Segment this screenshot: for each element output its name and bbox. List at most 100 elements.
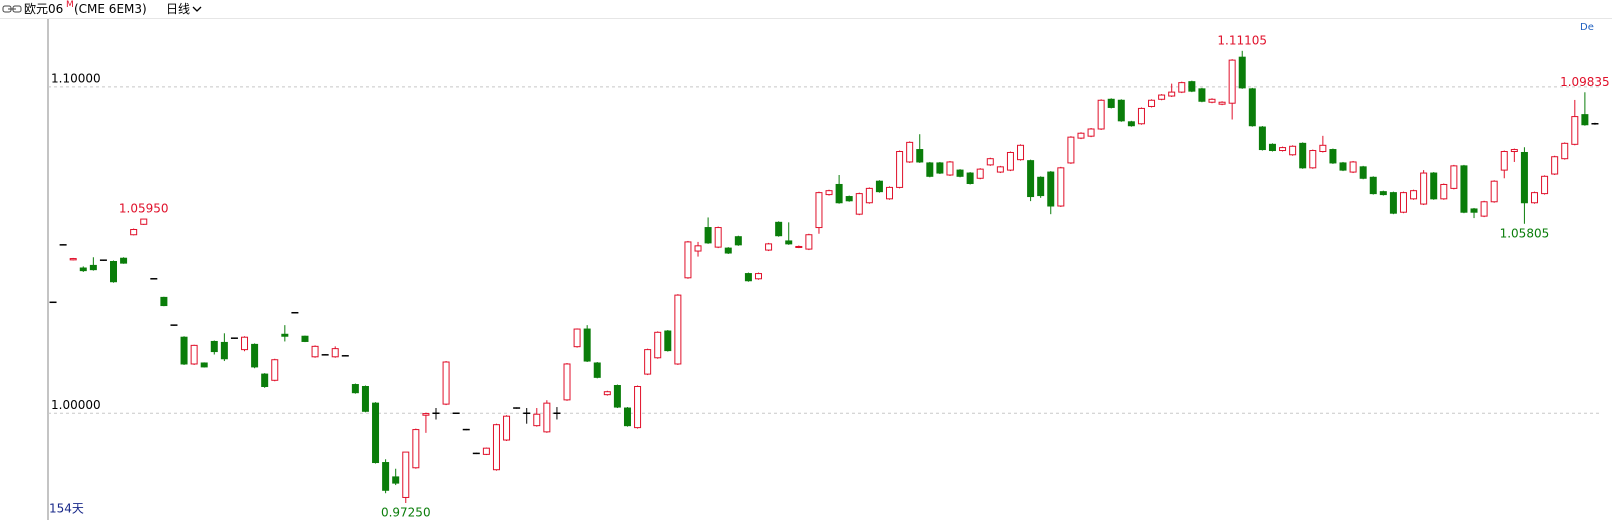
candle-body <box>1450 165 1458 189</box>
candle-body <box>674 294 682 365</box>
candle-body <box>754 273 762 280</box>
extreme-label: 1.09835 <box>1560 75 1610 89</box>
candle-body <box>1289 145 1297 156</box>
candle-body <box>1107 98 1115 108</box>
candle-body <box>69 258 77 261</box>
candle-body <box>1470 208 1478 213</box>
extreme-label: 1.05950 <box>119 202 169 216</box>
toolbar: 欧元06 M (CME 6EM3) 日线 <box>0 0 1612 19</box>
candle-body <box>583 328 591 362</box>
candle-body <box>1561 142 1569 160</box>
candle-body <box>865 187 873 204</box>
candle-body <box>1137 107 1145 125</box>
candle-body <box>805 234 813 250</box>
candle-body <box>603 391 611 396</box>
candle-body <box>1067 136 1075 164</box>
chevron[interactable] <box>192 0 202 18</box>
candle-body <box>1057 167 1065 207</box>
candle-body <box>765 243 773 251</box>
candle-body <box>946 161 954 176</box>
candle-body <box>1117 99 1125 122</box>
candle-body <box>835 183 843 204</box>
symbol-marker: M <box>66 0 74 10</box>
candle-body <box>966 172 974 184</box>
candle-body <box>1319 144 1327 153</box>
candle-body <box>1047 171 1055 207</box>
candle-body <box>200 362 208 368</box>
candle-body <box>1541 175 1549 195</box>
candle-body <box>1430 172 1438 200</box>
candle-body <box>1329 149 1337 164</box>
candle-body <box>1148 99 1156 107</box>
candle-body <box>1178 82 1186 93</box>
candle-body <box>543 402 551 433</box>
candle-body <box>1520 151 1528 204</box>
candle-body <box>1299 142 1307 169</box>
candle-body <box>1258 126 1266 151</box>
candle-body <box>1480 201 1488 217</box>
candle-body <box>361 385 369 412</box>
candle-body <box>1228 59 1236 104</box>
candle-body <box>744 273 752 282</box>
candle-body <box>654 331 662 359</box>
candle-body <box>936 162 944 174</box>
candle-body <box>704 227 712 244</box>
candle-body <box>593 362 601 378</box>
candle-body <box>694 245 702 252</box>
candle-body <box>1188 81 1196 92</box>
candle-body <box>684 241 692 279</box>
candle-body <box>996 166 1004 173</box>
candle-body <box>210 340 218 353</box>
link-icon <box>2 5 22 13</box>
extreme-label: 0.97250 <box>381 506 431 520</box>
candle-body <box>1158 94 1166 100</box>
candle-body <box>1238 56 1246 89</box>
candle-body <box>140 218 148 225</box>
candle-body <box>775 221 783 237</box>
candle-body <box>1581 114 1589 126</box>
candle-body <box>412 429 420 469</box>
candle-body <box>613 385 621 408</box>
extreme-label: 1.05805 <box>1500 226 1550 240</box>
candle-body <box>311 345 319 358</box>
candle-body <box>623 407 631 427</box>
candle-body <box>89 264 97 271</box>
candle-body <box>664 330 672 352</box>
candle-body <box>79 267 87 272</box>
candle-body <box>1500 151 1508 171</box>
candle-body <box>634 385 642 429</box>
candle-body <box>190 344 198 365</box>
candle-body <box>795 245 803 248</box>
candle-body <box>1410 190 1418 200</box>
candle-body <box>492 424 500 471</box>
candle-body <box>1359 166 1367 179</box>
candle-body <box>956 169 964 177</box>
candle-body <box>724 247 732 254</box>
candle-body <box>855 193 863 215</box>
candle-body <box>1530 192 1538 204</box>
candle-body <box>1097 99 1105 130</box>
candle-body <box>1198 88 1206 102</box>
period[interactable]: 日线 <box>166 2 191 16</box>
symbol[interactable]: 欧元06 <box>24 2 64 16</box>
candle-body <box>714 227 722 248</box>
candle-body <box>1440 183 1448 200</box>
candle-body <box>1369 176 1377 195</box>
candle-body <box>503 415 511 441</box>
candle-body <box>1017 144 1025 161</box>
symbol-code: (CME 6EM3) <box>74 2 147 16</box>
extreme-label: 1.11105 <box>1217 33 1267 47</box>
candle-body <box>1279 147 1287 152</box>
candle-body <box>281 333 289 337</box>
candle-body <box>382 462 390 491</box>
candle-body <box>1389 192 1397 214</box>
candle-body <box>180 336 188 365</box>
candle-body <box>1077 132 1085 139</box>
candle-body <box>130 229 138 236</box>
candle-body <box>1399 192 1407 213</box>
candle-body <box>261 373 269 387</box>
candle-body <box>896 151 904 188</box>
candle-body <box>976 168 984 179</box>
y-tick-label: 1.10000 <box>51 71 101 85</box>
